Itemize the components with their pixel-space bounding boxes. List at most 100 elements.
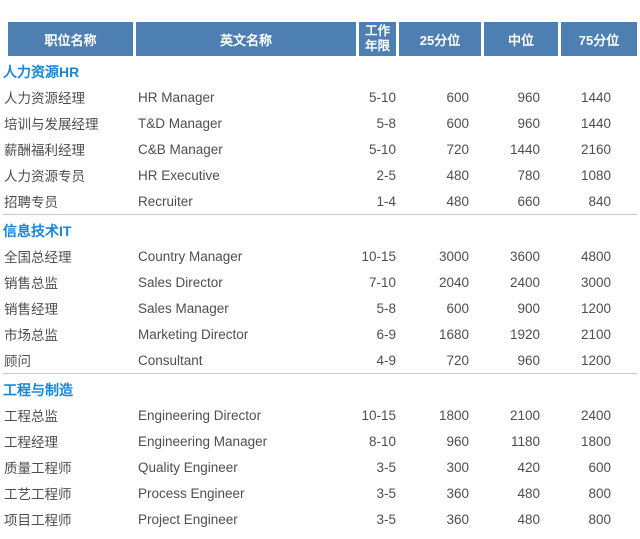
data-row: 质量工程师 Quality Engineer 3-5 300 420 600 (3, 454, 637, 480)
table-body: 人力资源HR 人力资源经理 HR Manager 5-10 600 960 1440 培训与发… (3, 56, 637, 532)
cell-p25: 360 (446, 485, 469, 501)
cell-p25: 3000 (438, 248, 469, 264)
cell-median: 480 (517, 485, 540, 501)
cell-position-cn: 人力资源经理 (4, 91, 85, 106)
cell-median: 900 (517, 300, 540, 316)
cell-p25: 720 (446, 352, 469, 368)
cell-p75: 1440 (580, 89, 611, 105)
cell-median: 660 (517, 193, 540, 209)
cell-years: 5-10 (368, 89, 396, 105)
cell-p75: 3000 (580, 274, 611, 290)
cell-position-en: Marketing Director (138, 326, 249, 342)
col-header-position-en: 英文名称 (136, 22, 359, 56)
data-row: 培训与发展经理 T&D Manager 5-8 600 960 1440 (3, 110, 637, 136)
data-row: 工程总监 Engineering Director 10-15 1800 2100 240… (3, 402, 637, 428)
cell-years: 1-4 (376, 193, 396, 209)
data-row: 招聘专员 Recruiter 1-4 480 660 840 (3, 188, 637, 214)
section-row: 工程与制造 (3, 373, 637, 402)
data-row: 市场总监 Marketing Director 6-9 1680 1920 2100 (3, 321, 637, 347)
data-row: 顾问 Consultant 4-9 720 960 1200 (3, 347, 637, 373)
cell-years: 3-5 (376, 485, 396, 501)
header-row: 职位名称 英文名称 工作 年限 25分位 中位 75分位 (3, 22, 637, 56)
cell-position-cn: 全国总经理 (4, 250, 72, 265)
cell-position-cn: 工艺工程师 (4, 487, 72, 502)
cell-p75: 1200 (580, 300, 611, 316)
col-header-position-cn: 职位名称 (3, 22, 136, 56)
cell-years: 3-5 (376, 459, 396, 475)
cell-position-cn: 培训与发展经理 (4, 117, 99, 132)
cell-years: 5-8 (376, 115, 396, 131)
cell-p25: 1800 (438, 407, 469, 423)
cell-p25: 600 (446, 89, 469, 105)
cell-p25: 360 (446, 511, 469, 527)
cell-years: 8-10 (368, 433, 396, 449)
data-row: 项目工程师 Project Engineer 3-5 360 480 800 (3, 506, 637, 532)
col-header-years: 工作 年限 (359, 22, 399, 56)
salary-percentile-table: 职位名称 英文名称 工作 年限 25分位 中位 75分位 人力资源HR 人力资源经… (3, 22, 637, 532)
cell-position-en: Sales Manager (138, 300, 229, 316)
cell-p25: 960 (446, 433, 469, 449)
cell-position-en: Consultant (138, 352, 203, 368)
data-row: 销售总监 Sales Director 7-10 2040 2400 3000 (3, 269, 637, 295)
cell-median: 960 (517, 115, 540, 131)
cell-p75: 4800 (580, 248, 611, 264)
cell-median: 960 (517, 89, 540, 105)
cell-years: 4-9 (376, 352, 396, 368)
section-row: 信息技术IT (3, 214, 637, 243)
col-header-p25: 25分位 (399, 22, 484, 56)
cell-p75: 800 (588, 511, 611, 527)
col-header-median: 中位 (484, 22, 561, 56)
cell-position-en: C&B Manager (138, 141, 223, 157)
cell-p75: 600 (588, 459, 611, 475)
cell-position-cn: 顾问 (4, 354, 31, 369)
cell-position-cn: 市场总监 (4, 328, 58, 343)
cell-position-cn: 薪酬福利经理 (4, 143, 85, 158)
cell-years: 3-5 (376, 511, 396, 527)
data-row: 人力资源经理 HR Manager 5-10 600 960 1440 (3, 84, 637, 110)
cell-position-cn: 人力资源专员 (4, 169, 85, 184)
cell-median: 480 (517, 511, 540, 527)
cell-p25: 480 (446, 167, 469, 183)
cell-position-en: HR Manager (138, 89, 215, 105)
section-title: 人力资源HR (3, 63, 80, 80)
data-row: 工艺工程师 Process Engineer 3-5 360 480 800 (3, 480, 637, 506)
cell-p75: 1080 (580, 167, 611, 183)
cell-years: 5-8 (376, 300, 396, 316)
cell-median: 2100 (509, 407, 540, 423)
cell-median: 780 (517, 167, 540, 183)
cell-years: 10-15 (361, 248, 396, 264)
cell-p75: 2400 (580, 407, 611, 423)
cell-p25: 600 (446, 300, 469, 316)
cell-years: 5-10 (368, 141, 396, 157)
data-row: 人力资源专员 HR Executive 2-5 480 780 1080 (3, 162, 637, 188)
cell-position-en: Project Engineer (138, 511, 238, 527)
cell-position-en: Sales Director (138, 274, 223, 290)
cell-median: 2400 (509, 274, 540, 290)
cell-median: 1920 (509, 326, 540, 342)
cell-position-en: T&D Manager (138, 115, 223, 131)
section-title: 工程与制造 (3, 373, 637, 402)
cell-p25: 480 (446, 193, 469, 209)
data-row: 销售经理 Sales Manager 5-8 600 900 1200 (3, 295, 637, 321)
cell-years: 7-10 (368, 274, 396, 290)
cell-p25: 300 (446, 459, 469, 475)
cell-position-cn: 招聘专员 (4, 195, 58, 210)
cell-position-cn: 质量工程师 (4, 461, 72, 476)
cell-position-en: HR Executive (138, 167, 220, 183)
data-row: 工程经理 Engineering Manager 8-10 960 1180 1800 (3, 428, 637, 454)
cell-years: 10-15 (361, 407, 396, 423)
cell-position-en: Process Engineer (138, 485, 245, 501)
cell-position-cn: 工程总监 (4, 409, 58, 424)
cell-median: 3600 (509, 248, 540, 264)
cell-years: 6-9 (376, 326, 396, 342)
cell-p75: 800 (588, 485, 611, 501)
cell-p75: 2100 (580, 326, 611, 342)
cell-years: 2-5 (376, 167, 396, 183)
cell-position-cn: 项目工程师 (4, 513, 72, 528)
cell-median: 960 (517, 352, 540, 368)
cell-position-en: Engineering Director (138, 407, 262, 423)
cell-position-cn: 销售经理 (4, 302, 58, 317)
cell-p75: 1200 (580, 352, 611, 368)
data-row: 全国总经理 Country Manager 10-15 3000 3600 4800 (3, 243, 637, 269)
